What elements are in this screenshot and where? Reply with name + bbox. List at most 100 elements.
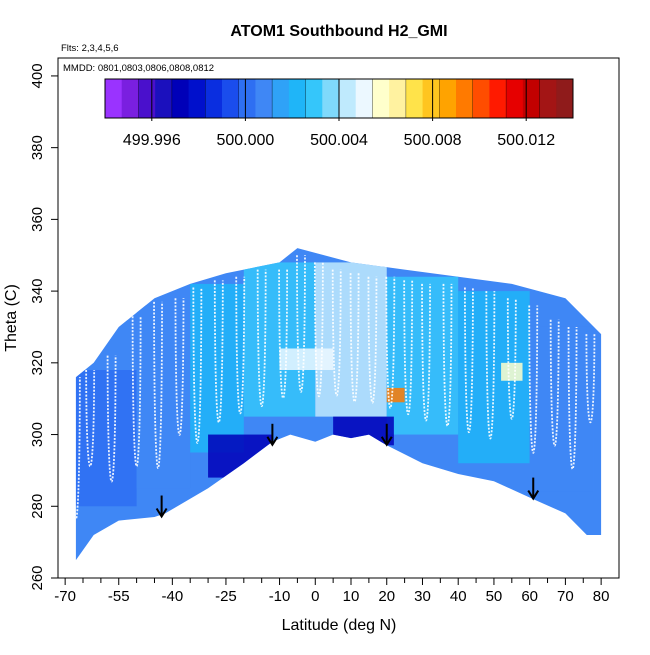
flight-profile-2 bbox=[106, 355, 117, 483]
y-tick-label: 360 bbox=[29, 207, 46, 232]
flight-profile-11 bbox=[296, 255, 306, 393]
colorbar-swatch-10 bbox=[272, 79, 290, 118]
colorbar-swatch-15 bbox=[355, 79, 373, 118]
plot-frame bbox=[57, 57, 620, 579]
y-tick-label: 400 bbox=[29, 63, 46, 88]
colorbar-swatch-18 bbox=[405, 79, 424, 118]
flight-profile-13 bbox=[331, 269, 342, 396]
colorbar-swatch-6 bbox=[205, 79, 223, 118]
colorbar-tick-label: 500.008 bbox=[404, 132, 462, 149]
flights-annotation: Flts: 2,3,4,5,6 bbox=[61, 43, 119, 54]
colorbar-swatch-17 bbox=[389, 79, 407, 118]
x-tick-label: -40 bbox=[162, 588, 184, 605]
flight-profile-24 bbox=[549, 319, 560, 447]
y-tick-label: 260 bbox=[29, 565, 46, 590]
x-tick-label: 70 bbox=[557, 588, 574, 605]
colorbar-swatch-21 bbox=[456, 79, 474, 118]
colorbar-swatch-2 bbox=[138, 79, 156, 118]
heatmap-cell-2 bbox=[190, 283, 244, 453]
flight-profile-17 bbox=[403, 280, 414, 416]
colorbar-swatch-4 bbox=[171, 79, 190, 118]
x-axis-label: Latitude (deg N) bbox=[282, 617, 397, 634]
axes: -70 -55 -40 -25 -10 0 10 20 30 40 50 60 70 80 260 280 30… bbox=[29, 63, 609, 605]
colorbar-swatch-25 bbox=[522, 79, 541, 118]
flight-profile-8 bbox=[235, 276, 246, 415]
heatmap-cell-0 bbox=[75, 370, 137, 507]
chart-title: ATOM1 Southbound H2_GMI bbox=[230, 23, 447, 40]
flight-profile-15 bbox=[367, 276, 378, 404]
y-tick-label: 380 bbox=[29, 135, 46, 160]
flight-profile-21 bbox=[485, 291, 496, 440]
x-tick-label: -55 bbox=[108, 588, 130, 605]
colorbar-swatch-8 bbox=[238, 79, 256, 118]
flight-profile-22 bbox=[506, 298, 517, 420]
flight-profile-26 bbox=[585, 334, 596, 424]
flight-profile-4 bbox=[153, 301, 163, 469]
y-tick-label: 340 bbox=[29, 279, 46, 304]
y-tick-label: 320 bbox=[29, 350, 46, 375]
colorbar: 499.996 500.000 500.004 500.008 500.012 bbox=[104, 78, 574, 149]
tropopause-arrow-head-3 bbox=[527, 490, 540, 501]
flight-profile-9 bbox=[256, 269, 267, 408]
tropopause-arrow-head-0 bbox=[155, 507, 168, 519]
heatmap-cell-1 bbox=[136, 305, 191, 489]
y-tick-label: 280 bbox=[29, 494, 46, 519]
x-tick-label: -25 bbox=[215, 588, 237, 605]
colorbar-swatch-16 bbox=[372, 79, 390, 118]
heatmap-cell-11 bbox=[501, 362, 523, 381]
flight-profile-6 bbox=[192, 287, 203, 444]
flight-profile-1 bbox=[85, 369, 96, 467]
flight-profile-3 bbox=[131, 316, 142, 467]
colorbar-tick-label: 500.000 bbox=[216, 132, 274, 149]
y-tick-label: 300 bbox=[29, 422, 46, 447]
colorbar-swatch-9 bbox=[255, 79, 273, 118]
colorbar-swatch-14 bbox=[339, 79, 357, 118]
colorbar-swatch-3 bbox=[155, 79, 173, 118]
colorbar-swatch-5 bbox=[188, 79, 206, 118]
x-tick-label: 40 bbox=[450, 588, 467, 605]
flight-profile-12 bbox=[313, 262, 324, 398]
flight-traces bbox=[75, 255, 596, 521]
x-tick-label: 80 bbox=[593, 588, 610, 605]
colorbar-swatch-11 bbox=[288, 79, 307, 118]
heatmap-cell-12 bbox=[279, 348, 334, 370]
colorbar-swatch-19 bbox=[422, 79, 440, 118]
colorbar-swatch-24 bbox=[506, 79, 524, 118]
heatmap-cell-7 bbox=[529, 326, 594, 492]
tropopause-arrow-head-2 bbox=[380, 436, 393, 447]
colorbar-swatch-13 bbox=[322, 79, 340, 118]
dates-annotation: MMDD: 0801,0803,0806,0808,0812 bbox=[63, 63, 214, 74]
x-tick-label: 20 bbox=[378, 588, 395, 605]
colorbar-swatch-20 bbox=[439, 79, 457, 118]
colorbar-tick-label: 500.004 bbox=[310, 132, 368, 149]
colorbar-swatch-7 bbox=[222, 79, 240, 118]
heatmap-field bbox=[75, 248, 602, 561]
plot-layer bbox=[75, 248, 602, 561]
colorbar-swatch-0 bbox=[105, 79, 123, 118]
flight-profile-18 bbox=[421, 283, 431, 422]
x-tick-label: 60 bbox=[521, 588, 538, 605]
x-tick-label: 0 bbox=[311, 588, 319, 605]
x-tick-label: 10 bbox=[343, 588, 360, 605]
x-tick-label: -10 bbox=[269, 588, 291, 605]
x-tick-label: 50 bbox=[486, 588, 503, 605]
flight-profile-5 bbox=[174, 298, 185, 436]
colorbar-tick-label: 500.012 bbox=[497, 132, 555, 149]
y-axis-label: Theta (C) bbox=[3, 284, 20, 352]
colorbar-swatch-12 bbox=[305, 79, 323, 118]
colorbar-swatch-23 bbox=[489, 79, 507, 118]
flight-profile-20 bbox=[464, 287, 474, 434]
flight-profile-23 bbox=[528, 305, 539, 454]
x-tick-label: 30 bbox=[414, 588, 431, 605]
flight-profile-16 bbox=[385, 276, 396, 409]
colorbar-swatch-1 bbox=[121, 79, 139, 118]
colorbar-swatch-27 bbox=[556, 79, 574, 118]
colorbar-swatch-22 bbox=[472, 79, 490, 118]
tropopause-arrow-head-1 bbox=[266, 436, 279, 447]
colorbar-tick-label: 499.996 bbox=[123, 132, 181, 149]
colorbar-swatch-26 bbox=[539, 79, 557, 118]
x-tick-label: -70 bbox=[54, 588, 76, 605]
heatmap-cell-8 bbox=[208, 434, 273, 478]
